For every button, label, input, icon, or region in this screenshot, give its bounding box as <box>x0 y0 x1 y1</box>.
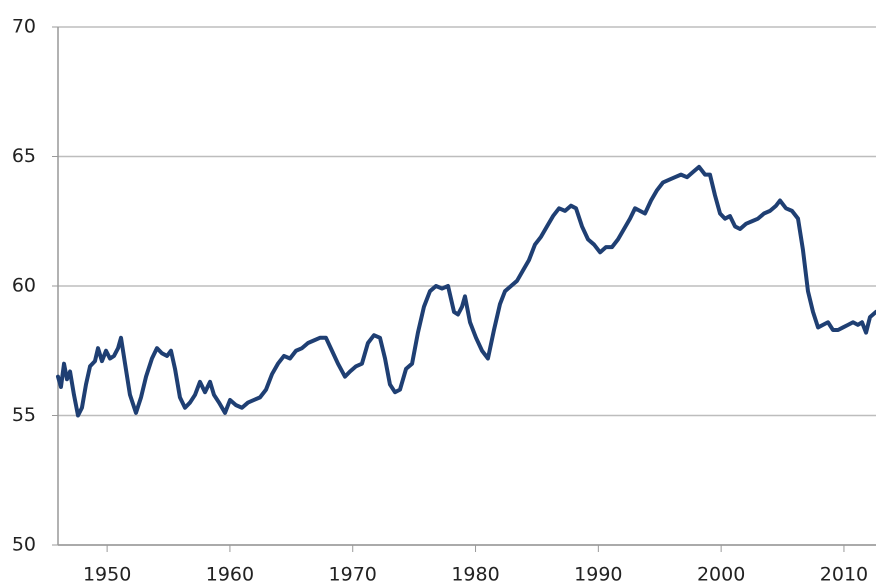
y-tick-label: 70 <box>12 16 36 38</box>
x-tick-label: 1980 <box>451 564 499 582</box>
y-tick-label: 50 <box>12 534 36 556</box>
y-tick-label: 55 <box>12 404 36 426</box>
x-tick-label: 1960 <box>206 564 254 582</box>
x-tick-label: 1990 <box>574 564 622 582</box>
x-tick-label: 1950 <box>83 564 131 582</box>
series-line <box>56 164 876 418</box>
x-tick-label: 2010 <box>820 564 868 582</box>
x-tick-label: 2000 <box>697 564 745 582</box>
x-tick-label: 1970 <box>329 564 377 582</box>
y-tick-label: 60 <box>12 275 36 297</box>
y-tick-label: 65 <box>12 145 36 167</box>
